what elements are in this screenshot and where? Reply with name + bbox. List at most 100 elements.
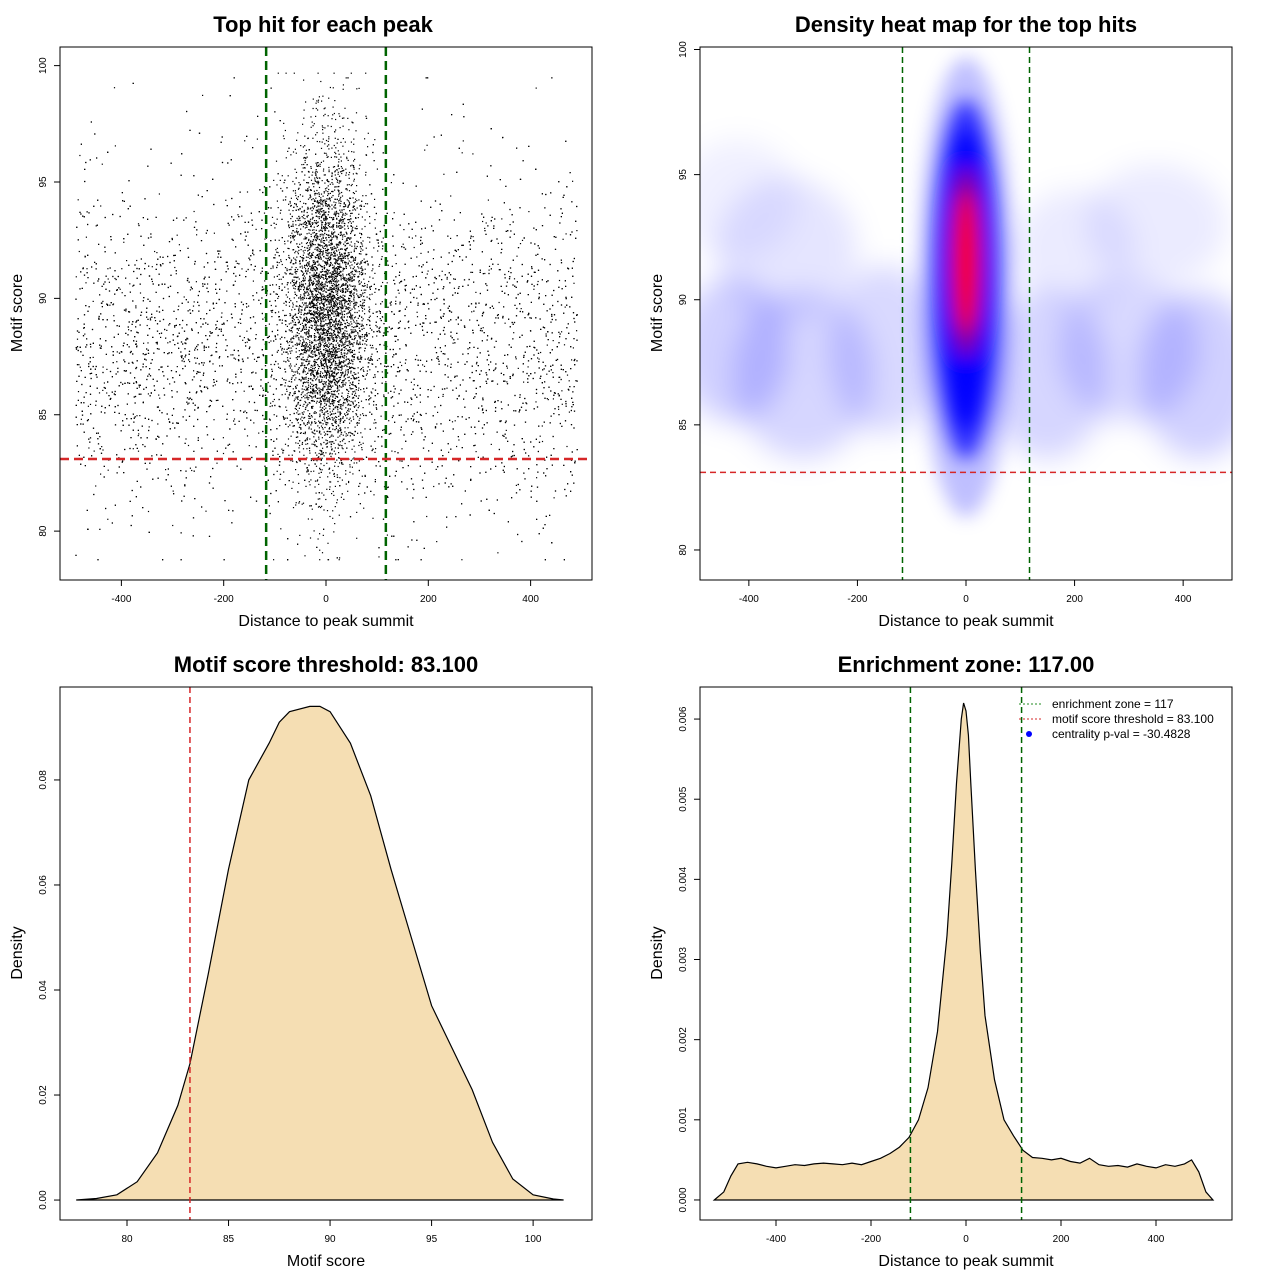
- data-point: [544, 524, 546, 526]
- data-point: [268, 505, 270, 507]
- data-point: [77, 349, 79, 352]
- data-point: [520, 406, 523, 408]
- data-point: [132, 300, 134, 302]
- data-point: [394, 254, 397, 256]
- data-point: [567, 483, 569, 485]
- data-point: [375, 321, 377, 323]
- data-point: [463, 116, 465, 118]
- data-point: [496, 238, 498, 240]
- data-point: [214, 384, 216, 386]
- data-point: [486, 175, 488, 177]
- data-point: [194, 260, 196, 263]
- data-point: [468, 305, 470, 307]
- data-point: [240, 233, 242, 235]
- data-point: [117, 367, 119, 369]
- data-point: [342, 333, 344, 335]
- data-point: [417, 302, 419, 304]
- data-point: [160, 332, 163, 334]
- data-point: [345, 280, 347, 282]
- data-point: [202, 374, 204, 376]
- data-point: [167, 255, 169, 258]
- data-point: [262, 339, 264, 341]
- data-point: [516, 147, 518, 149]
- data-point: [132, 353, 134, 355]
- data-point: [399, 310, 401, 312]
- data-point: [562, 238, 564, 240]
- data-point: [420, 200, 422, 202]
- data-point: [565, 140, 567, 142]
- data-point: [187, 247, 189, 249]
- data-point: [114, 411, 116, 413]
- data-point: [563, 194, 565, 196]
- data-point: [394, 451, 396, 453]
- data-point: [413, 288, 415, 290]
- data-point: [523, 472, 525, 474]
- data-point: [148, 426, 150, 428]
- data-point: [180, 470, 182, 472]
- data-point: [206, 190, 208, 192]
- data-point: [192, 310, 194, 312]
- data-point: [336, 557, 338, 559]
- data-point: [323, 320, 325, 322]
- data-point: [274, 404, 276, 407]
- data-point: [191, 288, 193, 290]
- data-point: [215, 328, 217, 330]
- data-point: [149, 317, 151, 319]
- data-point: [371, 413, 373, 415]
- data-point: [318, 181, 320, 183]
- data-point: [565, 405, 567, 407]
- data-point: [230, 313, 233, 315]
- data-point: [290, 381, 293, 383]
- data-point: [136, 480, 138, 482]
- data-point: [572, 347, 574, 349]
- data-point: [536, 406, 539, 408]
- data-point: [504, 354, 506, 356]
- data-point: [375, 233, 378, 235]
- data-point: [500, 420, 502, 422]
- data-point: [129, 447, 131, 450]
- data-point: [319, 468, 321, 471]
- data-point: [90, 372, 93, 374]
- data-point: [546, 373, 548, 375]
- data-point: [498, 448, 500, 451]
- data-point: [196, 234, 198, 236]
- data-point: [376, 335, 378, 337]
- data-point: [280, 384, 282, 386]
- data-point: [533, 271, 535, 273]
- data-point: [537, 450, 539, 453]
- data-point: [115, 373, 117, 375]
- data-point: [271, 311, 273, 313]
- data-point: [390, 301, 392, 303]
- data-point: [507, 404, 509, 406]
- data-point: [173, 408, 175, 410]
- data-point: [143, 388, 145, 390]
- data-point: [436, 357, 438, 359]
- data-point: [146, 307, 148, 309]
- data-point: [484, 230, 486, 232]
- data-point: [142, 363, 144, 365]
- data-point: [108, 290, 111, 292]
- data-point: [339, 485, 341, 487]
- data-point: [529, 317, 531, 319]
- data-point: [364, 268, 366, 270]
- data-point: [281, 336, 283, 338]
- data-point: [551, 349, 553, 351]
- data-point: [350, 225, 352, 227]
- data-point: [527, 294, 529, 296]
- data-point: [83, 456, 85, 458]
- data-point: [573, 317, 575, 320]
- data-point: [181, 327, 183, 329]
- data-point: [388, 326, 390, 328]
- data-point: [348, 204, 350, 206]
- data-point: [574, 364, 576, 366]
- data-point: [523, 356, 525, 358]
- data-point: [90, 346, 92, 348]
- data-point: [206, 434, 209, 436]
- data-point: [364, 358, 366, 360]
- data-point: [180, 351, 182, 353]
- data-point: [471, 365, 473, 367]
- data-point: [270, 439, 272, 441]
- data-point: [381, 241, 383, 243]
- data-point: [571, 296, 573, 298]
- data-point: [206, 411, 208, 413]
